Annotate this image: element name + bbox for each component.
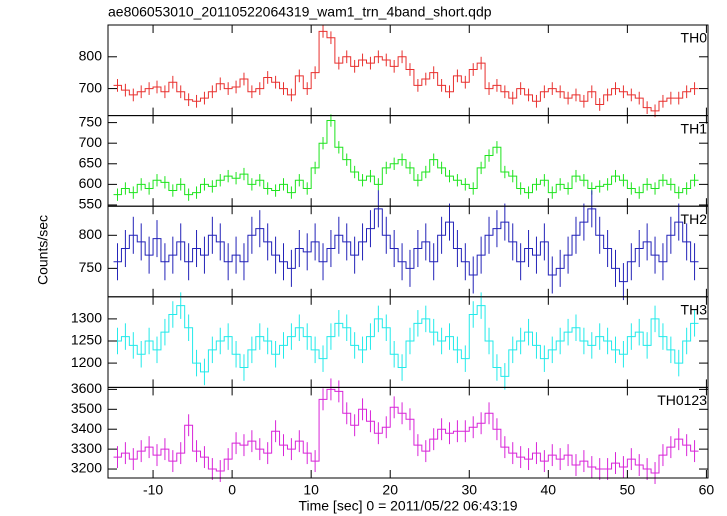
panel-label: TH0123 <box>657 392 707 408</box>
light-curve <box>113 305 699 377</box>
y-tick-label: 800 <box>79 47 103 63</box>
y-tick-label: 700 <box>79 79 103 95</box>
y-axis-label: Counts/sec <box>35 215 51 285</box>
x-tick-label: 0 <box>228 482 236 498</box>
panel-label: TH1 <box>681 120 708 136</box>
x-axis-label: Time [sec] 0 = 2011/05/22 06:43:19 <box>298 498 517 514</box>
panel-frame <box>107 24 709 117</box>
y-tick-label: 650 <box>79 154 103 170</box>
y-tick-label: 750 <box>79 113 103 129</box>
y-tick-label: 800 <box>79 226 103 242</box>
panel-frame <box>107 205 709 298</box>
y-tick-label: 1300 <box>71 310 102 326</box>
y-tick-label: 1250 <box>71 332 102 348</box>
y-tick-label: 700 <box>79 134 103 150</box>
y-tick-label: 600 <box>79 175 103 191</box>
panel-label: TH2 <box>681 211 708 227</box>
panel-label: TH0 <box>681 30 708 46</box>
y-tick-label: 750 <box>79 259 103 275</box>
panel-label: TH3 <box>681 302 708 318</box>
x-tick-label: 10 <box>303 482 319 498</box>
light-curve <box>113 388 699 474</box>
x-tick-label: 20 <box>382 482 398 498</box>
y-tick-label: 1200 <box>71 354 102 370</box>
y-tick-label: 550 <box>79 196 103 212</box>
y-tick-label: 3400 <box>71 420 102 436</box>
x-tick-label: -10 <box>143 482 163 498</box>
light-curve <box>113 120 699 196</box>
chart-title: ae806053010_20110522064319_wam1_trn_4ban… <box>108 4 492 20</box>
x-tick-label: 60 <box>699 482 715 498</box>
y-tick-label: 3600 <box>71 380 102 396</box>
x-tick-label: 30 <box>461 482 477 498</box>
x-tick-label: 40 <box>541 482 557 498</box>
panel-frame <box>107 296 709 388</box>
y-tick-label: 3200 <box>71 460 102 476</box>
panel-frame <box>107 386 709 479</box>
x-tick-label: 50 <box>620 482 636 498</box>
y-tick-label: 3500 <box>71 400 102 416</box>
light-curve <box>113 208 699 283</box>
y-tick-label: 3300 <box>71 440 102 456</box>
light-curve <box>113 30 699 112</box>
